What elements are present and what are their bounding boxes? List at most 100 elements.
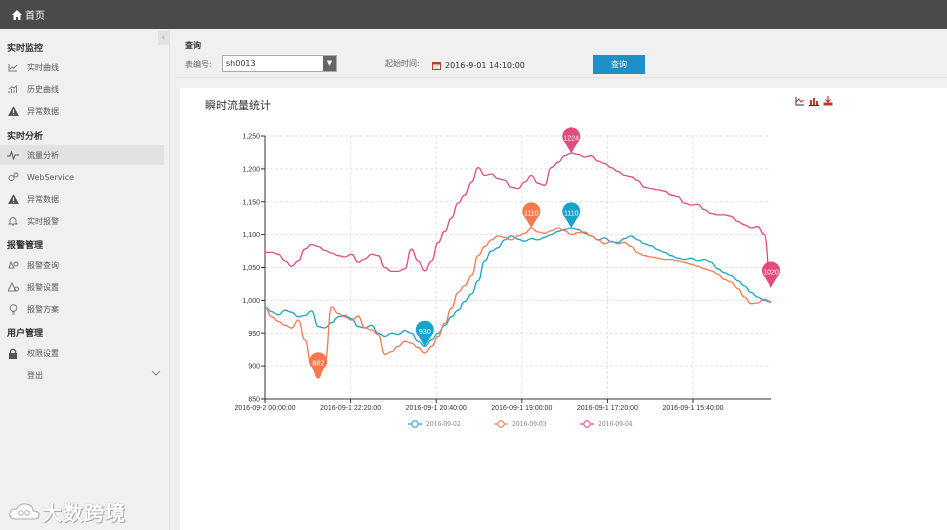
y-tick-label: 1,150	[242, 199, 260, 206]
warning-icon	[7, 105, 19, 117]
home-label: 首页	[25, 11, 45, 22]
sidebar-item-flow-analysis[interactable]: 流量分析	[0, 145, 164, 165]
max-marker-label: 1110	[564, 211, 579, 218]
sidebar-item-label: 权限设置	[27, 348, 59, 358]
sidebar-item-logout[interactable]: 登出	[0, 365, 164, 385]
watermark-logo: 大数跨境	[8, 497, 126, 526]
meter-select-value: sh0013	[226, 59, 256, 68]
sidebar-item-label: 实时报警	[27, 216, 59, 226]
sidebar-item-label: 异常数据	[27, 194, 59, 204]
min-marker-label: 1020	[763, 270, 779, 277]
sidebar-item-alarm-query[interactable]: 报警查询	[0, 255, 164, 275]
home-icon	[12, 9, 22, 20]
sidebar-item-label: 异常数据	[27, 106, 59, 116]
min-marker: 882	[309, 352, 328, 378]
line-chart-icon	[7, 61, 19, 73]
sidebar: ‹ 实时监控 实时曲线 历史曲线 异常数据 实时分析 流量分析 WebServi…	[0, 29, 170, 530]
y-tick-label: 1,000	[242, 298, 260, 305]
top-bar: 首页	[0, 0, 947, 29]
sidebar-item-realtime-curve[interactable]: 实时曲线	[0, 57, 164, 77]
gears-icon	[7, 171, 19, 183]
min-marker: 930	[415, 320, 434, 347]
section-title-realtime-analysis: 实时分析	[7, 132, 44, 142]
sidebar-item-label: 报警设置	[27, 282, 59, 292]
x-tick-label: 2016-09-1 22:20:00	[320, 405, 381, 412]
sidebar-item-abnormal-data-2[interactable]: 异常数据	[0, 189, 164, 209]
max-marker: 1224	[562, 127, 581, 154]
section-title-user-management: 用户管理	[7, 329, 44, 339]
sidebar-item-label: 登出	[27, 370, 43, 380]
watermark-text: 大数跨境	[42, 501, 126, 525]
y-tick-label: 1,200	[242, 166, 260, 173]
sidebar-item-permission-settings[interactable]: 权限设置	[0, 343, 164, 363]
alarm-settings-icon	[7, 281, 19, 293]
meter-label: 表编号:	[185, 60, 212, 69]
flow-line-chart: 850 900 950 1,000 1,050 1,100 1,150 1,200 1,250 2…	[234, 127, 780, 428]
min-marker-label: 882	[312, 360, 324, 367]
bell-icon	[7, 215, 19, 227]
chart-panel: 瞬时流量统计 850 900 950 1,000 1,050 1,100 1,150 1,20…	[180, 88, 947, 530]
sidebar-item-alarm-settings[interactable]: 报警设置	[0, 277, 164, 297]
y-tick-label: 850	[248, 397, 260, 404]
min-marker: 1020	[762, 261, 780, 288]
x-tick-label: 2016-09-1 20:40:00	[406, 405, 467, 412]
sidebar-item-alarm-plan[interactable]: 报警方案	[0, 299, 164, 319]
min-marker-label: 930	[419, 329, 431, 336]
y-tick-label: 1,250	[242, 134, 260, 141]
section-title-alarm-management: 报警管理	[7, 241, 44, 251]
lightbulb-icon	[7, 303, 19, 315]
save-image-icon[interactable]	[823, 96, 833, 106]
sidebar-item-label: 实时曲线	[27, 62, 59, 72]
x-tick-label: 2016-09-1 17:20:00	[577, 405, 638, 412]
legend-swatch-dot	[583, 420, 591, 428]
cloud-logo-icon	[9, 502, 40, 519]
x-tick-label: 2016-09-2 00:00:00	[234, 405, 295, 412]
sidebar-item-history-curve[interactable]: 历史曲线	[0, 79, 164, 99]
bell-search-icon	[7, 259, 19, 271]
legend-swatch-dot	[497, 420, 505, 428]
query-panel: 查询 表编号: sh0013 ▼ 起始时间: 2016-9-01 14:10:0…	[176, 35, 947, 78]
max-marker-label: 1224	[563, 136, 579, 143]
sidebar-item-label: 报警方案	[27, 304, 59, 314]
calendar-icon	[432, 62, 441, 70]
legend-swatch-dot	[411, 420, 419, 428]
lock-icon	[7, 347, 19, 359]
y-tick-label: 1,050	[242, 265, 260, 272]
chevron-down-icon	[151, 370, 161, 376]
warning-icon	[7, 193, 19, 205]
sidebar-item-label: WebService	[27, 172, 75, 182]
bar-chart-toggle-icon[interactable]	[809, 96, 819, 106]
start-time-value: 2016-9-01 14:10:00	[445, 61, 525, 70]
sidebar-item-label: 报警查询	[27, 260, 59, 270]
chart-title: 瞬时流量统计	[205, 99, 271, 112]
series-line-2016-09-04	[264, 152, 772, 288]
y-tick-label: 1,100	[242, 232, 260, 239]
sidebar-item-label: 流量分析	[27, 150, 59, 160]
y-tick-label: 900	[248, 364, 260, 371]
query-button[interactable]: 查询	[593, 55, 645, 74]
line-chart-toggle-icon[interactable]	[795, 96, 805, 106]
chart-toolbox	[795, 96, 833, 106]
sidebar-item-label: 历史曲线	[27, 84, 59, 94]
max-marker: 1110	[522, 202, 541, 229]
sidebar-item-abnormal-data[interactable]: 异常数据	[0, 101, 164, 121]
x-tick-label: 2016-09-1 19:00:00	[491, 405, 552, 412]
legend-label: 2016-09-03	[512, 421, 547, 428]
x-tick-label: 2016-09-1 15:40:00	[662, 405, 723, 412]
section-title-realtime-monitor: 实时监控	[7, 44, 44, 54]
legend-label: 2016-09-02	[426, 421, 461, 428]
meter-select[interactable]: sh0013 ▼	[222, 55, 337, 72]
y-tick-label: 950	[248, 331, 260, 338]
sidebar-collapse-button[interactable]: ‹	[158, 31, 169, 45]
bar-trend-icon	[7, 83, 19, 95]
query-title: 查询	[185, 41, 201, 50]
home-link[interactable]: 首页	[12, 7, 45, 22]
sidebar-item-realtime-alarm[interactable]: 实时报警	[0, 211, 164, 231]
series-line-2016-09-02	[264, 227, 772, 348]
dropdown-arrow-icon: ▼	[323, 56, 336, 71]
max-marker-label: 1110	[524, 211, 539, 218]
max-marker: 1110	[562, 202, 581, 229]
legend-label: 2016-09-04	[598, 421, 633, 428]
sidebar-item-webservice[interactable]: WebService	[0, 167, 164, 187]
start-time-input[interactable]: 2016-9-01 14:10:00	[432, 61, 525, 70]
